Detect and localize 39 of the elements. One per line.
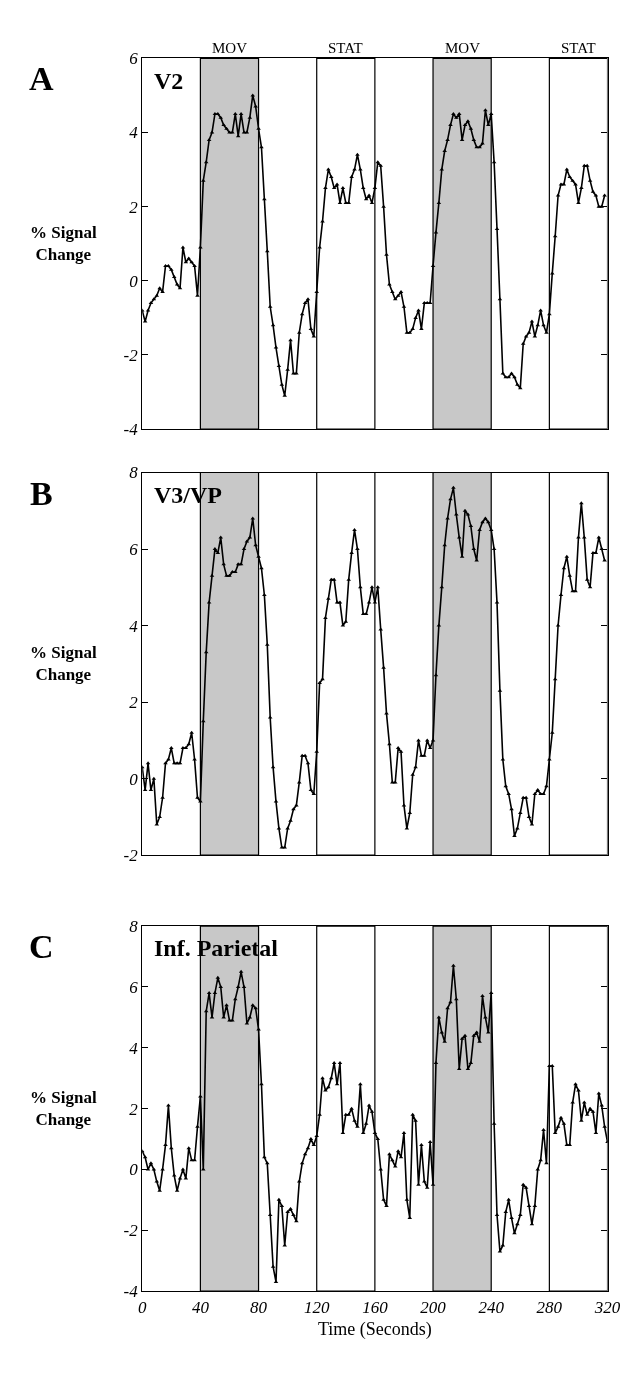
y-tick-label: 6: [129, 540, 139, 559]
chart-title: C: [29, 928, 54, 965]
chart-title: A: [29, 60, 54, 97]
y-tick-label: 0: [129, 1160, 139, 1180]
y-tick-label: -2: [123, 846, 139, 866]
y-tick-label: 2: [129, 693, 139, 713]
chart-title: B: [30, 475, 53, 512]
band-label: STAT: [561, 40, 596, 56]
y-tick-label: 2: [129, 197, 139, 217]
x-tick-label: 200: [420, 1297, 447, 1317]
x-tick-label: 80: [250, 1297, 268, 1317]
y-tick-label: -2: [123, 345, 139, 365]
band-label: STAT: [328, 40, 363, 56]
y-axis-title: % Signal Change: [30, 223, 97, 265]
x-tick-label: 120: [303, 1297, 330, 1317]
band-label: MOV: [445, 40, 481, 56]
y-tick-label: -4: [123, 420, 139, 440]
x-tick-label: 240: [478, 1297, 505, 1317]
x-tick-label: 40: [191, 1297, 210, 1317]
y-tick-label: 8: [129, 463, 139, 483]
y-tick-label: 6: [129, 49, 139, 69]
x-axis-title: Time (Seconds): [317, 1318, 432, 1340]
y-tick-label: 0: [129, 271, 139, 291]
annotation: V2: [154, 68, 184, 94]
x-tick-label: 320: [593, 1297, 621, 1317]
y-axis-title: % Signal Change: [30, 643, 97, 685]
y-tick-label: -4: [123, 1282, 139, 1302]
y-tick-label: 4: [129, 1038, 139, 1058]
x-tick-label: 280: [536, 1297, 563, 1317]
y-tick-label: 8: [129, 917, 139, 937]
band-label: MOV: [212, 40, 248, 56]
y-tick-label: 6: [129, 977, 139, 997]
y-tick-label: 4: [129, 123, 139, 143]
y-tick-label: 2: [129, 1099, 139, 1119]
x-tick-label: 160: [362, 1297, 389, 1317]
y-axis-title: % Signal Change: [30, 1088, 97, 1130]
y-tick-label: 0: [129, 769, 139, 789]
y-tick-label: -2: [123, 1221, 139, 1241]
y-tick-label: 4: [129, 616, 139, 636]
